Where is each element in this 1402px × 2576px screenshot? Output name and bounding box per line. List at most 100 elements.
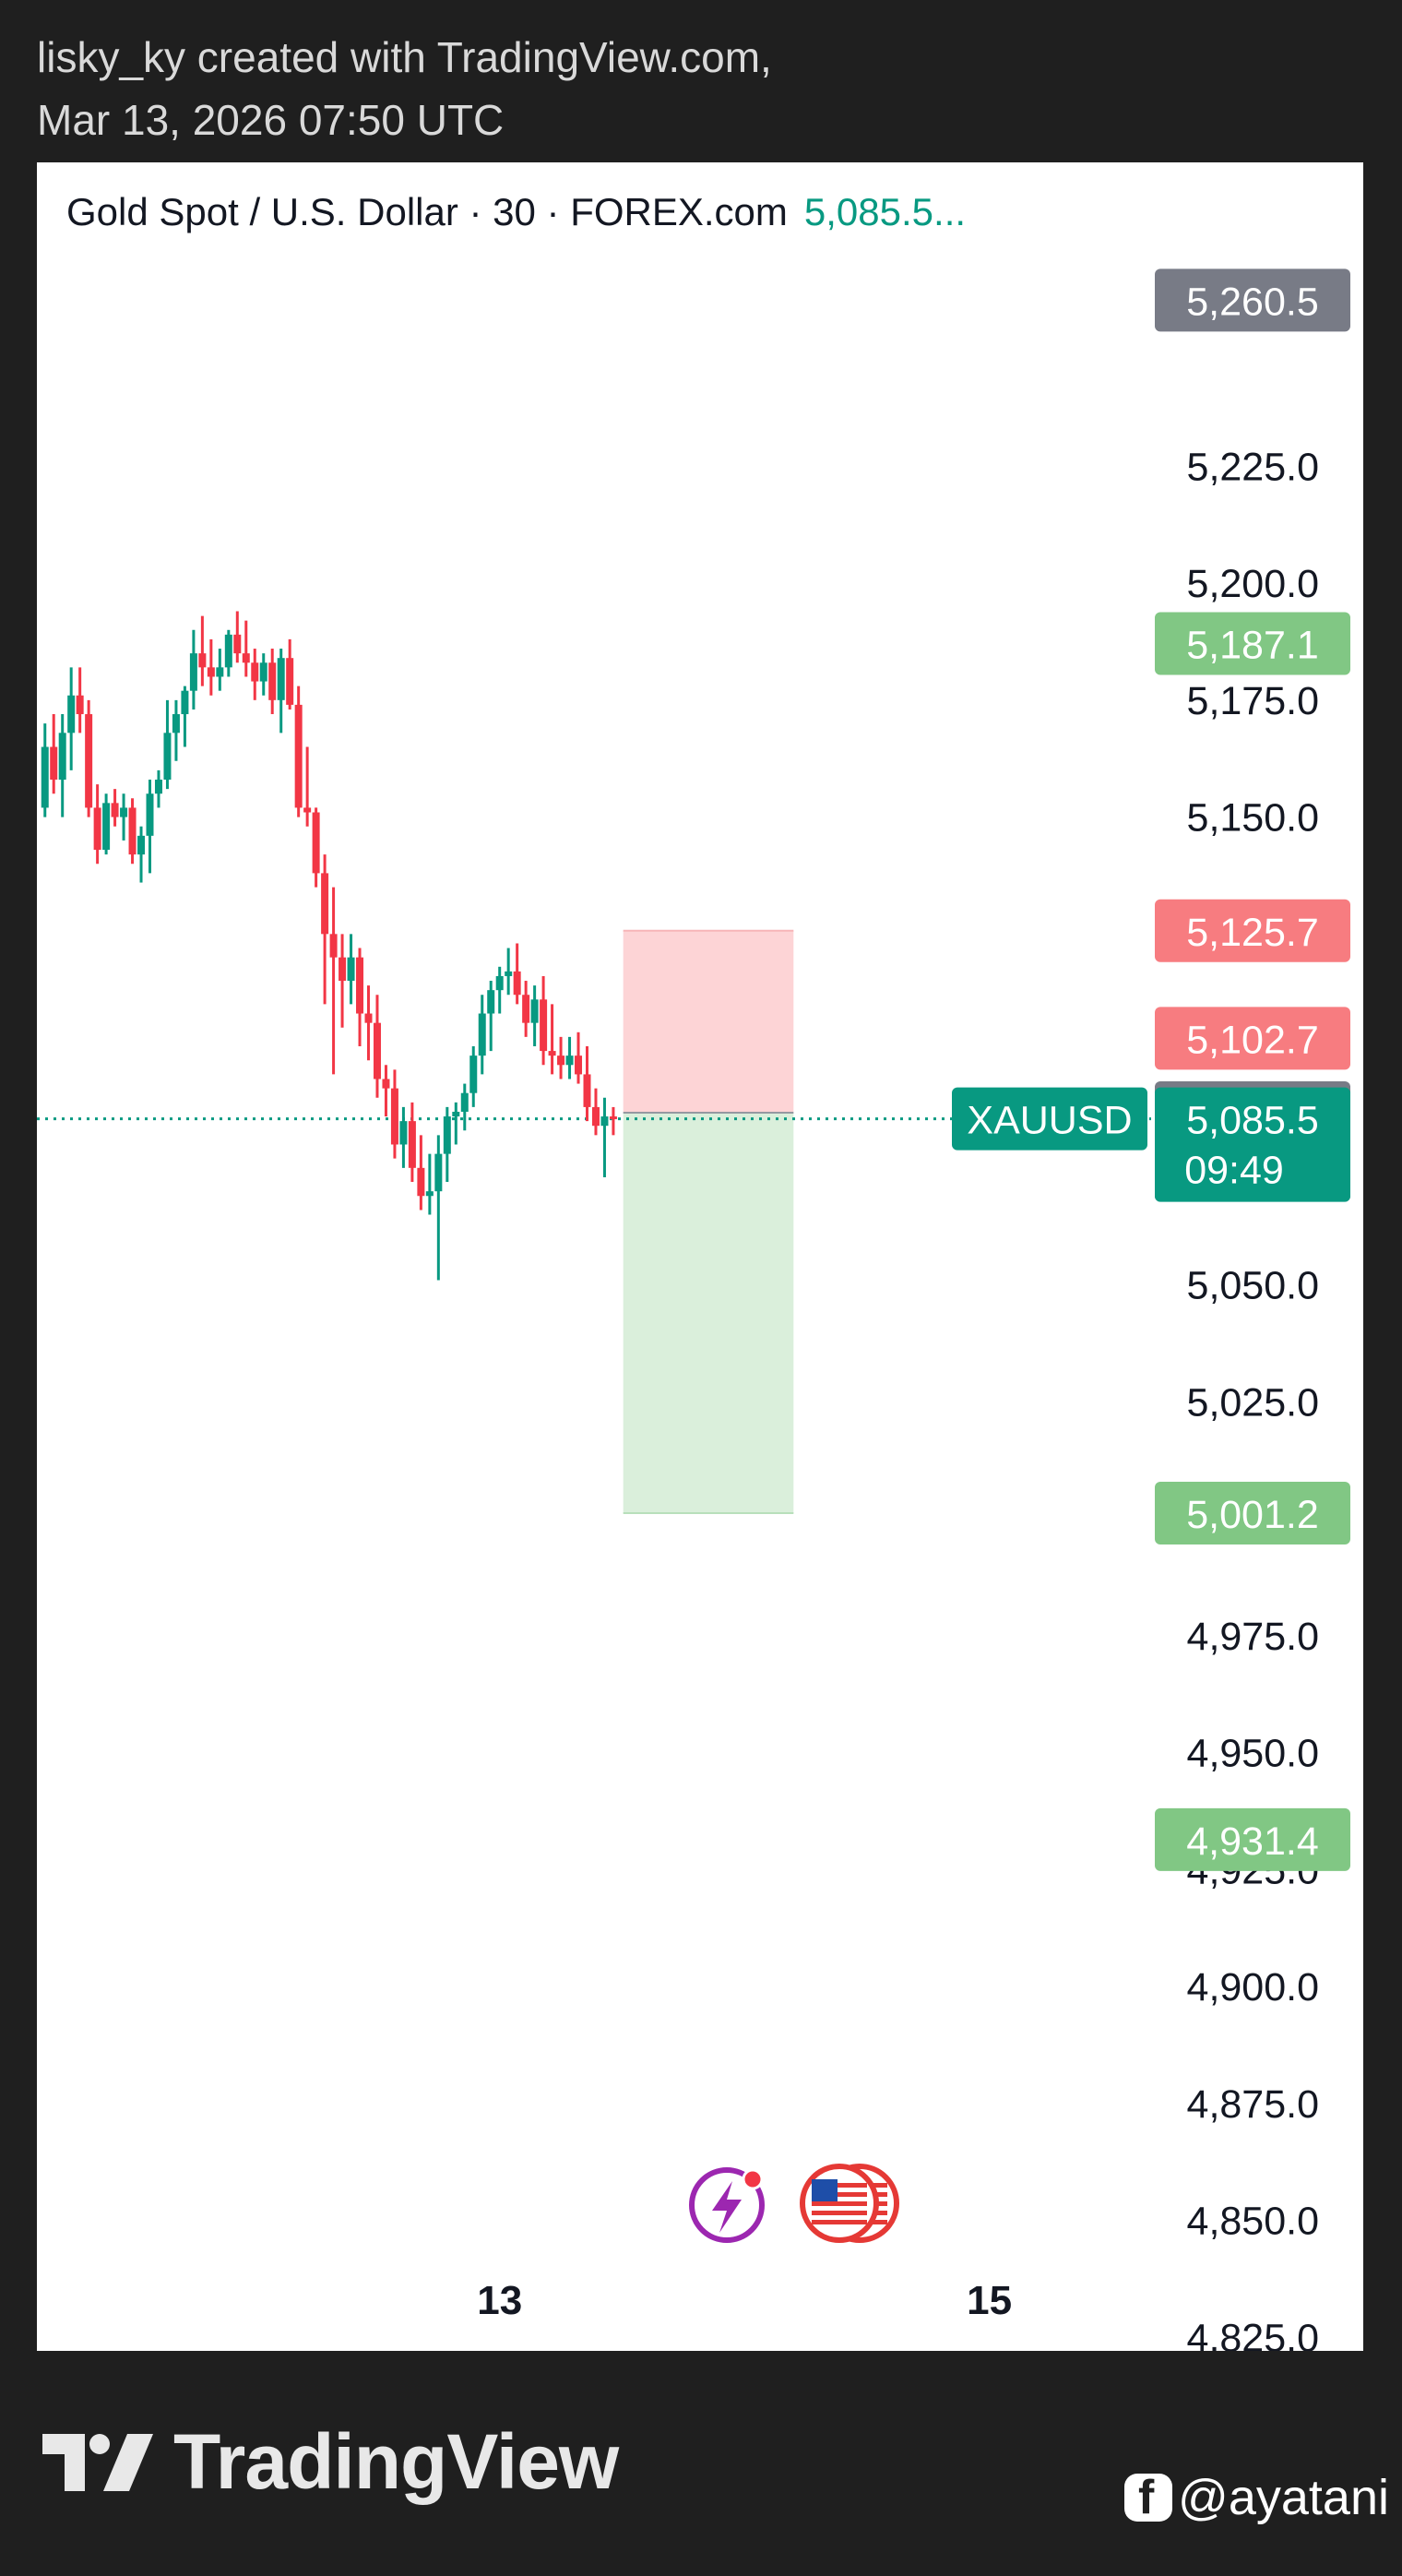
chart-panel[interactable]: 5,225.0 5,200.0 5,175.0 5,150.0 5,050.0 5,025… <box>37 162 1363 2351</box>
candle-body <box>347 957 355 982</box>
candle-body <box>111 803 119 817</box>
candle-body <box>399 1121 408 1145</box>
candle <box>600 1097 609 1177</box>
us-flag-icon[interactable] <box>800 2164 899 2243</box>
last-price: 5,085.5... <box>803 190 967 233</box>
candle <box>163 699 172 790</box>
candle <box>591 1088 600 1136</box>
candle-body <box>390 1088 398 1145</box>
x-tick-label: 15 <box>967 2278 1012 2323</box>
candle <box>364 985 373 1061</box>
candle-body <box>609 1116 617 1120</box>
candle <box>242 620 250 677</box>
candle <box>530 985 539 1047</box>
price-label-bg <box>1155 1007 1350 1070</box>
price-label-tag: 5,260.5 <box>1155 268 1350 332</box>
candle <box>312 807 320 888</box>
candle <box>460 1083 469 1131</box>
candle-body <box>495 975 504 991</box>
candle-body <box>382 1079 390 1089</box>
candle <box>259 653 267 696</box>
current-price-bg <box>1155 1087 1350 1202</box>
candle-body <box>469 1055 478 1093</box>
candle-body <box>41 746 49 808</box>
symbol-legend[interactable]: Gold Spot / U.S. Dollar · 30 · FOREX.com… <box>66 190 966 234</box>
candle <box>286 638 294 710</box>
candle-body <box>434 1153 443 1192</box>
candle <box>268 649 277 715</box>
flash-event-icon[interactable] <box>689 2167 765 2243</box>
candle-body <box>233 634 242 654</box>
candle <box>347 934 355 1005</box>
symbol-tag-bg <box>952 1087 1147 1151</box>
candle-body <box>505 971 513 976</box>
candle-body <box>575 1055 583 1075</box>
watermark-handle: @ayatani <box>1178 2470 1389 2525</box>
candle-body <box>198 653 207 668</box>
candle <box>382 1065 390 1117</box>
candle <box>321 854 329 1005</box>
price-label-text: 5,125.7 <box>1186 911 1318 955</box>
candle <box>224 629 232 677</box>
candlestick-chart[interactable]: 5,225.0 5,200.0 5,175.0 5,150.0 5,050.0 5,025… <box>37 162 1363 2351</box>
candle <box>434 1135 443 1281</box>
candle-body <box>128 807 137 855</box>
candle <box>425 1153 434 1215</box>
price-label-bg <box>1155 899 1350 962</box>
flash-bolt <box>712 2181 742 2233</box>
candle <box>128 798 137 865</box>
candle <box>198 615 207 686</box>
candle <box>181 686 189 747</box>
candle-body <box>294 704 303 808</box>
candle-body <box>277 658 285 700</box>
symbol-tag-text: XAUUSD <box>967 1099 1132 1143</box>
candle <box>565 1036 574 1079</box>
candle <box>154 769 162 808</box>
y-tick-label: 5,225.0 <box>1187 445 1319 489</box>
candle-body <box>93 807 101 851</box>
candle <box>373 995 381 1098</box>
author-watermark: @ayatani <box>1124 2469 1389 2526</box>
candle-body <box>513 971 521 996</box>
candle-body <box>268 662 277 700</box>
candle-body <box>50 746 58 781</box>
candle <box>50 714 58 794</box>
y-tick-label: 5,200.0 <box>1187 562 1319 606</box>
author-line: lisky_ky created with TradingView.com, <box>37 33 772 81</box>
candle <box>540 975 548 1066</box>
tradingview-wordmark: TradingView <box>173 2418 619 2505</box>
flash-badge <box>742 2168 764 2190</box>
y-tick-label: 4,975.0 <box>1187 1615 1319 1659</box>
price-label-bg <box>1155 1807 1350 1871</box>
candle <box>93 784 101 865</box>
candle-body <box>216 667 224 677</box>
candle-body <box>67 695 76 733</box>
candle <box>111 789 119 827</box>
candle-body <box>137 835 146 855</box>
price-label-text: 5,260.5 <box>1186 280 1318 324</box>
candle <box>443 1106 451 1183</box>
price-label-text: 4,931.4 <box>1186 1819 1318 1864</box>
candle-body <box>487 990 495 1014</box>
x-axis: 13 15 <box>477 2278 1012 2323</box>
price-label-tag: 5,187.1 <box>1155 612 1350 675</box>
candle <box>399 1106 408 1168</box>
y-tick-label: 4,825.0 <box>1187 2316 1319 2351</box>
candle <box>548 1004 556 1075</box>
y-tick-label: 5,025.0 <box>1187 1380 1319 1425</box>
candle-body <box>181 690 189 715</box>
candle-body <box>364 1013 373 1023</box>
candle <box>469 1046 478 1107</box>
candle <box>189 629 197 710</box>
candle-body <box>146 793 154 836</box>
candle-body <box>356 957 364 1014</box>
tradingview-logo: TradingView <box>42 2417 619 2507</box>
candle-body <box>242 653 250 663</box>
price-label-tag: 5,102.7 <box>1155 1007 1350 1070</box>
flag-stripe <box>812 2211 867 2215</box>
candle-body <box>583 1074 591 1107</box>
current-price-text: 5,085.5 <box>1186 1099 1318 1143</box>
candle-body <box>321 873 329 935</box>
bar-countdown: 09:49 <box>1184 1149 1284 1193</box>
candle-body <box>522 995 530 1023</box>
